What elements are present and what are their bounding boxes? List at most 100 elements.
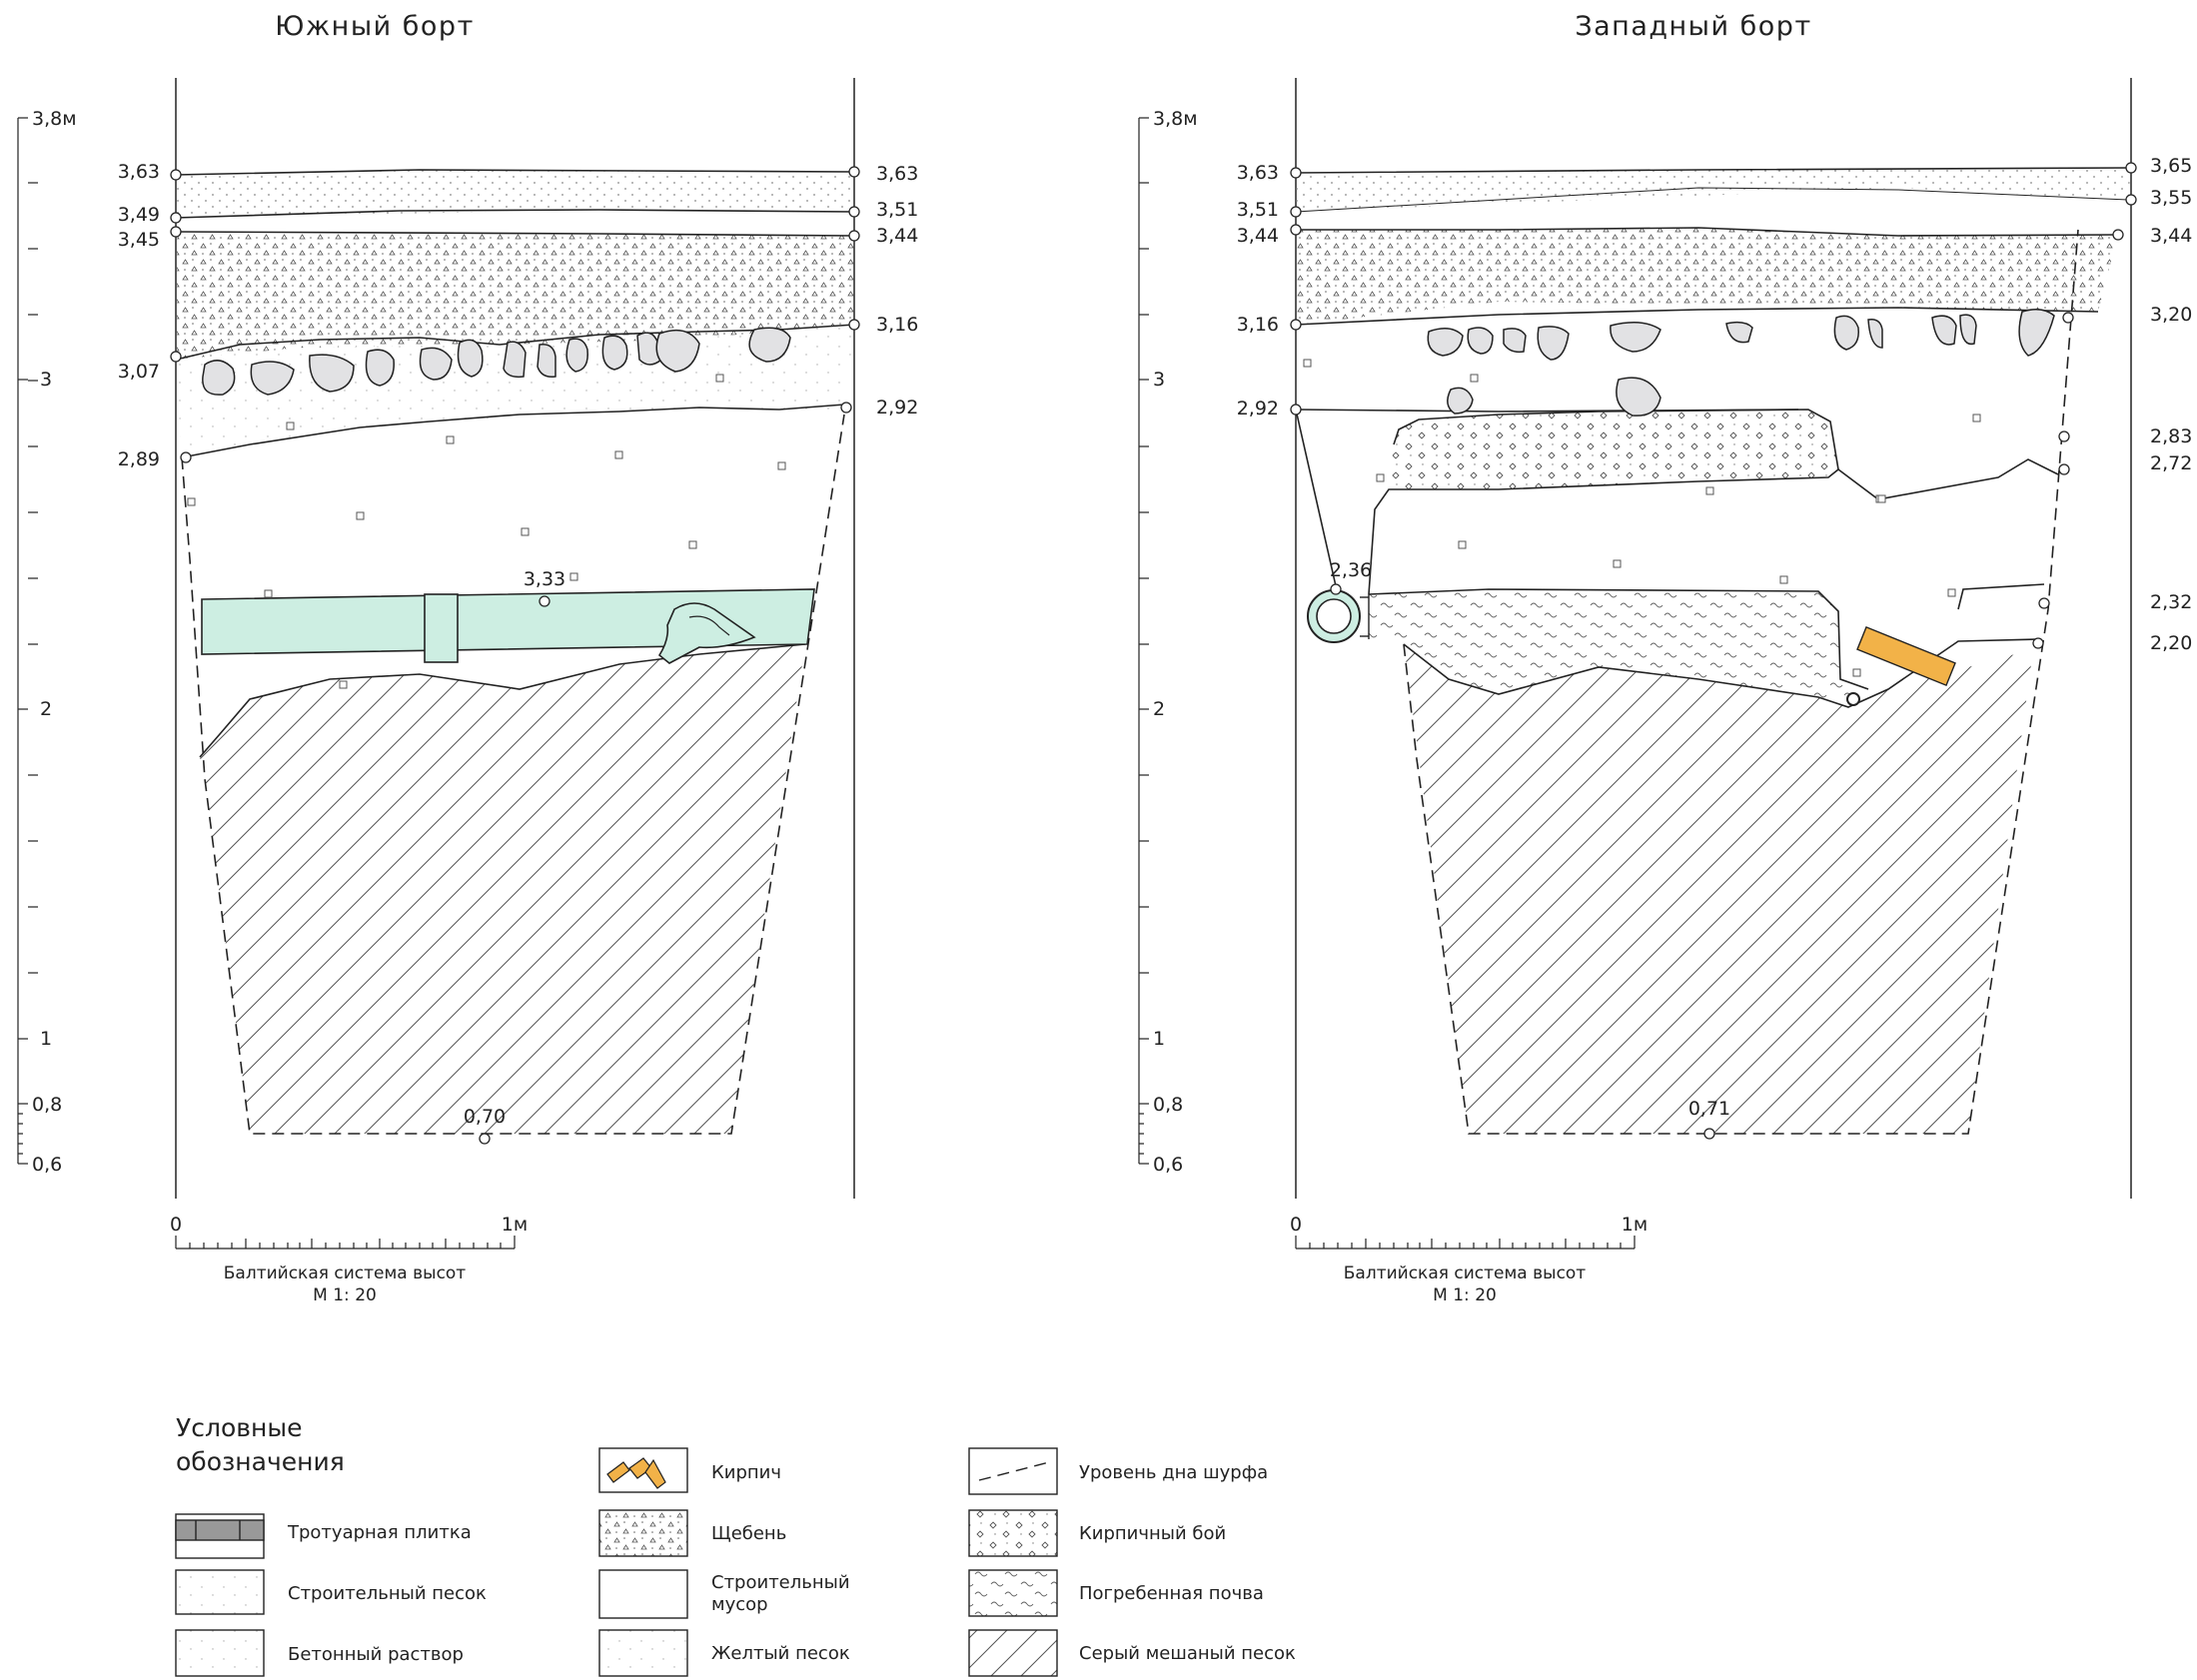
- south-pipe-mark: 3,33: [524, 568, 565, 590]
- west-scale-ratio: М 1: 20: [1433, 1285, 1497, 1305]
- south-linear-scale: [175, 1236, 516, 1250]
- west-layer-brick-rubble: [1389, 410, 1838, 489]
- south-right-mark-5: 2,92: [876, 397, 918, 419]
- west-debris-marks: [1303, 359, 1981, 677]
- south-title: Южный борт: [275, 11, 475, 42]
- west-stones: [1427, 309, 2055, 417]
- south-axis-top: 3,8м: [32, 108, 77, 130]
- south-axis-3: 3: [40, 369, 52, 391]
- legend: Условные обозначения Тротуарная плитка С…: [175, 1413, 1296, 1677]
- south-markers: [170, 166, 860, 1145]
- south-bottom-mark: 0,70: [464, 1106, 506, 1128]
- south-left-mark-4: 3,07: [118, 361, 160, 383]
- south-right-mark-3: 3,44: [876, 225, 918, 247]
- legend-item-debris: Строительный мусор: [598, 1569, 850, 1619]
- south-pipe-collar: [424, 593, 459, 663]
- south-layer-grey-sand: [200, 644, 805, 1134]
- legend-item-tile: Тротуарная плитка: [175, 1513, 472, 1559]
- west-scale-zero: 0: [1290, 1214, 1302, 1236]
- south-boundary-4: [175, 324, 855, 361]
- west-boundary-8: [1368, 588, 1869, 690]
- south-layer-build-sand: [176, 170, 854, 218]
- legend-label-brick-rubble: Кирпичный бой: [1079, 1523, 1226, 1544]
- legend-item-brick: Кирпич: [598, 1447, 781, 1493]
- west-markers: [1290, 162, 2137, 1140]
- west-right-mark-2: 3,55: [2150, 187, 2192, 209]
- legend-label-yellow-sand: Желтый песок: [711, 1643, 850, 1664]
- south-section: 3,8м 3 2 1 0,8 0,6: [17, 78, 918, 1305]
- south-axis-06: 0,6: [32, 1154, 62, 1176]
- west-pit-bottom: [1403, 229, 2079, 1135]
- west-left-mark-3: 3,44: [1237, 225, 1279, 247]
- west-scale-caption: Балтийская система высот: [1344, 1263, 1587, 1283]
- legend-label-pit-bottom: Уровень дна шурфа: [1079, 1462, 1268, 1483]
- west-boundary-6: [1368, 409, 1839, 595]
- west-right-mark-6: 2,72: [2150, 452, 2192, 474]
- legend-label-grey-sand: Серый мешаный песок: [1079, 1643, 1296, 1664]
- west-title: Западный борт: [1575, 11, 1811, 42]
- west-right-mark-7: 2,32: [2150, 591, 2192, 613]
- west-boundary-2: [1295, 187, 2129, 213]
- west-axis-top: 3,8м: [1153, 108, 1198, 130]
- west-boundary-7: [1837, 458, 2059, 500]
- west-right-mark-3: 3,44: [2150, 225, 2192, 247]
- legend-item-grey-sand: Серый мешаный песок: [968, 1629, 1296, 1677]
- west-small-ring: [1846, 692, 1860, 706]
- west-right-mark-1: 3,65: [2150, 155, 2192, 177]
- west-boundary-4: [1295, 307, 2099, 326]
- west-brick: [1856, 625, 1956, 687]
- west-boundary-1: [1295, 167, 2132, 174]
- south-left-mark-5: 2,89: [118, 448, 160, 470]
- west-elevation-axis: [1138, 117, 1149, 1165]
- south-scale-caption: Балтийская система высот: [224, 1263, 467, 1283]
- legend-label-buried-soil: Погребенная почва: [1079, 1583, 1264, 1604]
- south-left-mark-2: 3,49: [118, 204, 160, 226]
- west-axis-06: 0,6: [1153, 1154, 1183, 1176]
- south-left-mark-1: 3,63: [118, 161, 160, 183]
- south-scale-zero: 0: [170, 1214, 182, 1236]
- south-pipe: [201, 588, 815, 655]
- legend-title-line2: обозначения: [176, 1447, 345, 1476]
- legend-title-line1: Условные: [176, 1413, 302, 1442]
- west-layer-build-sand: [1296, 168, 2131, 212]
- south-stones: [202, 327, 791, 396]
- west-bottom-mark: 0,71: [1688, 1098, 1730, 1120]
- south-pipe-broken-end: [657, 602, 756, 664]
- legend-item-pit-bottom: Уровень дна шурфа: [968, 1447, 1268, 1495]
- south-axis-2: 2: [40, 698, 52, 720]
- west-scale-one: 1м: [1622, 1214, 1648, 1236]
- south-boundary-5: [181, 404, 845, 458]
- legend-label-debris-2: мусор: [711, 1594, 768, 1615]
- south-boundary-2: [175, 209, 855, 219]
- legend-label-tile: Тротуарная плитка: [287, 1522, 472, 1543]
- legend-label-build-sand: Строительный песок: [288, 1583, 487, 1604]
- legend-label-concrete: Бетонный раствор: [288, 1644, 464, 1665]
- west-boundary-3: [1296, 227, 2119, 237]
- south-right-mark-2: 3,51: [876, 199, 918, 221]
- south-axis-1: 1: [40, 1028, 52, 1050]
- west-left-mark-4: 3,16: [1237, 314, 1279, 336]
- west-right-mark-8: 2,20: [2150, 632, 2192, 654]
- west-section: 3,8м 3 2 1 0,8 0,6: [1138, 78, 2192, 1305]
- west-layer-buried-soil: [1369, 589, 1868, 707]
- west-left-mark-5: 2,92: [1237, 398, 1279, 420]
- west-axis-2: 2: [1153, 698, 1165, 720]
- south-scale-one: 1м: [502, 1214, 528, 1236]
- west-boundary-11: [1295, 409, 1340, 600]
- south-boundary-3: [175, 231, 855, 237]
- south-debris-marks: [187, 374, 786, 689]
- legend-item-build-sand: Строительный песок: [175, 1569, 487, 1615]
- legend-item-buried-soil: Погребенная почва: [968, 1569, 1264, 1617]
- south-left-mark-3: 3,45: [118, 229, 160, 251]
- west-layer-gravel: [1296, 228, 2118, 325]
- west-left-mark-1: 3,63: [1237, 162, 1279, 184]
- south-elevation-axis: [17, 117, 38, 1165]
- west-right-mark-4: 3,20: [2150, 304, 2192, 326]
- west-linear-scale: [1295, 1236, 1636, 1250]
- south-boundary-1: [175, 169, 855, 176]
- legend-item-brick-rubble: Кирпичный бой: [968, 1509, 1226, 1557]
- legend-label-gravel: Щебень: [711, 1523, 786, 1544]
- legend-item-gravel: Щебень: [598, 1509, 786, 1557]
- legend-item-concrete: Бетонный раствор: [175, 1629, 464, 1677]
